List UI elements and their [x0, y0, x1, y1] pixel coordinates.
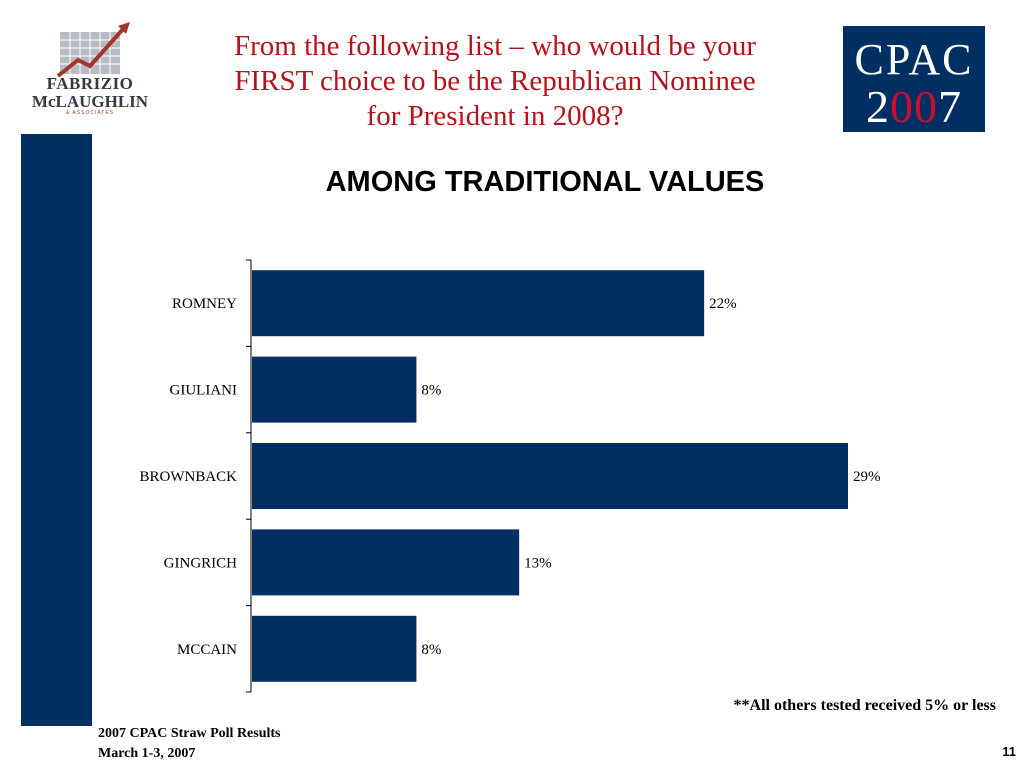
page-number: 11: [1002, 744, 1016, 759]
cpac-logo-word: CPAC: [854, 35, 974, 84]
slide-title: From the following list – who would be y…: [170, 29, 820, 134]
category-label: BROWNBACK: [139, 469, 237, 485]
logo-word-mclaughlin: McLAUGHLIN: [31, 92, 149, 111]
category-label: ROMNEY: [172, 296, 237, 312]
value-label: 29%: [853, 469, 881, 485]
title-line-2: FIRST choice to be the Republican Nomine…: [234, 65, 756, 97]
footer-date: March 1-3, 2007: [98, 746, 196, 761]
value-label: 13%: [524, 555, 552, 571]
year-digit-flag: 0: [914, 81, 938, 132]
value-label: 22%: [709, 296, 737, 312]
bar-romney: [252, 270, 705, 337]
bar-gingrich: [252, 529, 520, 596]
year-digit: 2: [866, 81, 890, 132]
rising-arrow-logo-icon: [56, 22, 130, 78]
year-digit: 7: [938, 81, 962, 132]
category-label: GINGRICH: [164, 555, 237, 571]
footnote: **All others tested received 5% or less: [733, 697, 996, 714]
title-line-3: for President in 2008?: [366, 100, 624, 132]
cpac-2007-logo: CPAC 2007: [843, 26, 985, 132]
chart-value-labels: 22% 8% 29% 13% 8%: [421, 296, 880, 658]
category-label: MCCAIN: [177, 642, 237, 658]
fabrizio-mclaughlin-logo: FABRIZIO McLAUGHLIN & ASSOCIATES: [18, 20, 158, 120]
logo-word-fabrizio: FABRIZIO: [46, 74, 134, 93]
title-line-1: From the following list – who would be y…: [234, 30, 756, 62]
footer-poll-name: 2007 CPAC Straw Poll Results: [98, 726, 281, 741]
chart-axis: [246, 259, 252, 693]
cpac-logo-year: 2007: [843, 80, 985, 133]
year-digit-flag: 0: [890, 81, 914, 132]
category-label: GIULIANI: [170, 383, 237, 399]
value-label: 8%: [421, 383, 441, 399]
value-label: 8%: [421, 642, 441, 658]
side-decor-bar: [21, 134, 92, 726]
chart-subtitle: AMONG TRADITIONAL VALUES: [325, 166, 765, 198]
chart-category-labels: ROMNEY GIULIANI BROWNBACK GINGRICH MCCAIN: [139, 296, 237, 658]
bar-mccain: [252, 615, 417, 682]
chart-bars: [252, 270, 848, 682]
bar-giuliani: [252, 356, 417, 423]
bar-brownback: [252, 443, 848, 509]
logo-word-associates: & ASSOCIATES: [65, 110, 115, 116]
